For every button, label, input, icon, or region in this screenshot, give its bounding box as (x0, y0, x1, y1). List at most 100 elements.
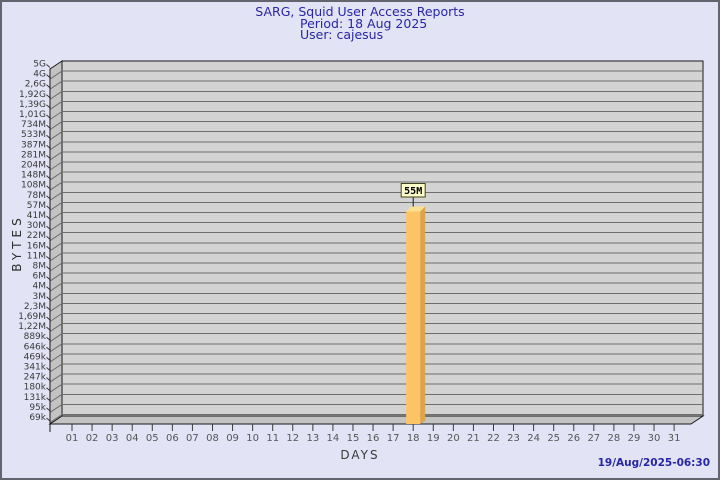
y-axis-tick-label: 2,3M (24, 302, 46, 312)
y-axis-tick-label: 1,69M (18, 312, 46, 322)
y-tick-mark (46, 276, 51, 280)
y-tick-mark (46, 377, 51, 381)
x-axis-tick-label: 22 (487, 433, 500, 444)
y-tick-mark (46, 175, 51, 179)
x-axis-tick-label: 16 (367, 433, 380, 444)
gridline-side (49, 313, 63, 322)
x-axis-tick-label: 20 (447, 433, 460, 444)
y-axis-tick-label: 247k (24, 373, 47, 383)
bar-top-day-18 (406, 206, 426, 212)
y-axis-tick-label: 78M (27, 191, 46, 201)
y-tick-mark (46, 124, 51, 129)
y-axis-tick-label: 734M (21, 120, 46, 130)
gridline-side (49, 70, 63, 80)
y-axis-tick-label: 204M (21, 161, 46, 171)
y-axis-tick-label: 108M (21, 181, 46, 191)
y-tick-mark (46, 205, 51, 210)
y-tick-mark (46, 235, 51, 240)
gridline-side (49, 181, 63, 191)
y-axis-tick-label: 69k (29, 413, 46, 423)
y-axis-tick-label: 131k (24, 393, 47, 403)
x-axis-tick-label: 27 (587, 433, 600, 444)
gridline-side (49, 333, 63, 343)
x-axis-tick-label: 28 (608, 433, 621, 444)
gridline-side (49, 90, 63, 100)
y-axis-tick-label: 57M (27, 201, 46, 211)
y-tick-mark (46, 225, 51, 230)
y-tick-mark (46, 266, 51, 270)
generated-timestamp: 19/Aug/2025-06:30 (597, 457, 710, 469)
y-axis-tick-label: 533M (21, 130, 46, 140)
y-tick-mark (46, 397, 51, 402)
y-tick-mark (46, 286, 51, 291)
y-tick-mark (46, 74, 51, 78)
y-tick-mark (46, 407, 51, 412)
y-tick-mark (46, 357, 51, 361)
gridline-side (49, 414, 63, 423)
x-axis-tick-label: 10 (246, 433, 259, 444)
gridline-side (49, 161, 63, 171)
y-axis-tick-label: 8M (33, 262, 47, 272)
y-axis-tick-label: 6M (33, 272, 47, 282)
x-axis-tick-label: 15 (347, 433, 360, 444)
gridline-side (49, 292, 63, 302)
y-axis-tick-label: 3M (33, 292, 47, 302)
y-axis-title: BYTES (10, 214, 24, 272)
gridline-side (49, 323, 63, 333)
y-axis-tick-label: 41M (27, 211, 46, 221)
y-tick-mark (46, 84, 51, 89)
y-tick-mark (46, 215, 51, 220)
value-label-box (400, 182, 426, 198)
x-axis-tick-label: 24 (527, 433, 540, 444)
x-axis-title: DAYS (340, 448, 380, 462)
gridline-side (49, 252, 63, 262)
x-axis-tick-label: 03 (106, 433, 119, 444)
y-tick-mark (46, 296, 51, 301)
y-axis-tick-label: 30M (27, 221, 46, 231)
y-axis-tick-label: 387M (21, 140, 46, 150)
gridline-side (49, 191, 63, 201)
gridline-side (49, 100, 63, 110)
y-tick-mark (46, 316, 51, 321)
y-axis-tick-label: 5G (33, 60, 46, 70)
x-axis-tick-label: 09 (226, 433, 239, 444)
y-axis-tick-label: 281M (21, 150, 46, 160)
chart-title-block: SARG, Squid User Access Reports Period: … (2, 5, 718, 41)
y-axis-tick-label: 469k (24, 352, 47, 362)
gridline-side (49, 222, 63, 232)
gridline-side (49, 272, 63, 282)
gridline-side (49, 282, 63, 292)
gridline-side (49, 131, 63, 141)
gridline-side (49, 212, 63, 221)
bar-side-day-18 (420, 206, 426, 424)
y-axis-tick-label: 148M (21, 171, 46, 181)
chart-period: Period: 18 Aug 2025 (300, 15, 428, 31)
x-axis-tick-label: 17 (387, 433, 400, 444)
gridline-side (49, 343, 63, 353)
gridline-side (49, 151, 63, 161)
gridline-side (49, 111, 63, 120)
y-tick-mark (46, 134, 51, 139)
y-axis-tick-label: 16M (27, 241, 46, 251)
gridline-side (49, 403, 63, 413)
y-tick-mark (46, 144, 51, 149)
y-axis-tick-label: 1,92G (19, 90, 46, 100)
gridline-side (49, 383, 63, 393)
gridline-side (49, 353, 63, 363)
y-tick-mark (46, 326, 51, 331)
y-axis-tick-label: 646k (24, 342, 47, 352)
y-axis-tick-label: 4M (33, 282, 47, 292)
y-axis-tick-label: 341k (24, 363, 47, 373)
y-tick-mark (46, 155, 51, 159)
x-axis-tick-label: 30 (648, 433, 661, 444)
gridline-side (49, 201, 63, 211)
y-axis-tick-label: 1,39G (19, 100, 46, 110)
gridline-side (49, 363, 63, 373)
y-axis-tick-label: 2,6G (25, 80, 46, 90)
x-axis-tick-label: 11 (266, 433, 279, 444)
y-axis-tick-label: 95k (29, 403, 46, 413)
y-tick-mark (46, 306, 51, 311)
y-tick-mark (46, 417, 51, 422)
